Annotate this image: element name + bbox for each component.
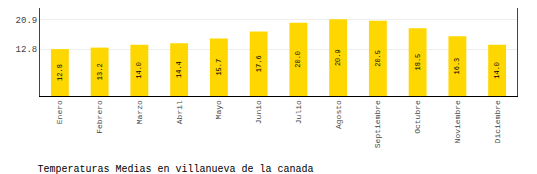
svg-text:14.0: 14.0 (493, 62, 501, 79)
svg-text:18.5: 18.5 (414, 54, 422, 71)
svg-text:20.9: 20.9 (16, 16, 38, 26)
svg-text:20.9: 20.9 (334, 49, 342, 66)
svg-text:Diciembre: Diciembre (493, 100, 502, 143)
svg-text:Agosto: Agosto (334, 100, 343, 129)
svg-text:Septiembre: Septiembre (373, 100, 382, 148)
svg-text:Noviembre: Noviembre (453, 100, 462, 143)
svg-text:Abril: Abril (175, 100, 184, 124)
svg-text:14.0: 14.0 (135, 62, 143, 79)
svg-text:13.2: 13.2 (96, 63, 104, 80)
svg-text:17.6: 17.6 (255, 55, 263, 72)
svg-text:20.5: 20.5 (374, 50, 382, 67)
svg-text:Julio: Julio (294, 100, 303, 124)
svg-text:15.7: 15.7 (215, 59, 223, 76)
svg-text:Febrero: Febrero (95, 100, 104, 134)
svg-text:Junio: Junio (254, 100, 263, 124)
svg-text:20.0: 20.0 (294, 51, 302, 68)
svg-text:Mayo: Mayo (214, 100, 223, 119)
svg-text:Enero: Enero (55, 100, 64, 124)
svg-text:Marzo: Marzo (135, 100, 144, 124)
svg-text:Temperaturas Medias en villanu: Temperaturas Medias en villanueva de la … (38, 164, 314, 174)
svg-text:12.8: 12.8 (56, 64, 64, 81)
svg-text:12.8: 12.8 (16, 45, 38, 55)
svg-text:Octubre: Octubre (413, 100, 422, 134)
svg-text:16.3: 16.3 (453, 58, 461, 75)
svg-text:14.4: 14.4 (175, 61, 183, 78)
